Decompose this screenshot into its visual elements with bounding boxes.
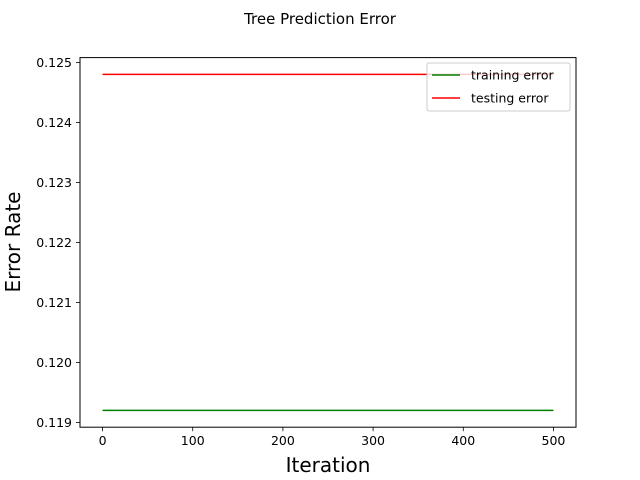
y-axis-ticks: 0.119 0.120 0.121 0.122 0.123 0.124 0.125 [36, 55, 80, 430]
chart-title: Tree Prediction Error [243, 10, 397, 28]
x-tick-label: 200 [271, 433, 295, 448]
legend: training error testing error [426, 62, 571, 112]
x-axis-ticks: 0 100 200 300 400 500 [99, 427, 566, 448]
x-axis-label: Iteration [286, 453, 371, 477]
y-tick-label: 0.123 [36, 175, 72, 190]
legend-label-testing: testing error [471, 91, 549, 106]
x-tick-label: 300 [361, 433, 385, 448]
y-tick-label: 0.121 [36, 295, 72, 310]
y-tick-label: 0.120 [36, 355, 72, 370]
y-tick-label: 0.119 [36, 415, 72, 430]
y-tick-label: 0.125 [36, 55, 72, 70]
x-tick-label: 0 [99, 433, 107, 448]
x-tick-label: 400 [451, 433, 475, 448]
legend-box [426, 62, 571, 112]
plot-frame [79, 57, 577, 428]
x-tick-label: 500 [542, 433, 566, 448]
series-layer [102, 73, 554, 412]
x-tick-label: 100 [181, 433, 205, 448]
y-tick-label: 0.124 [36, 115, 72, 130]
y-tick-label: 0.122 [36, 235, 72, 250]
legend-label-training: training error [471, 68, 555, 83]
y-axis-label: Error Rate [1, 192, 25, 293]
